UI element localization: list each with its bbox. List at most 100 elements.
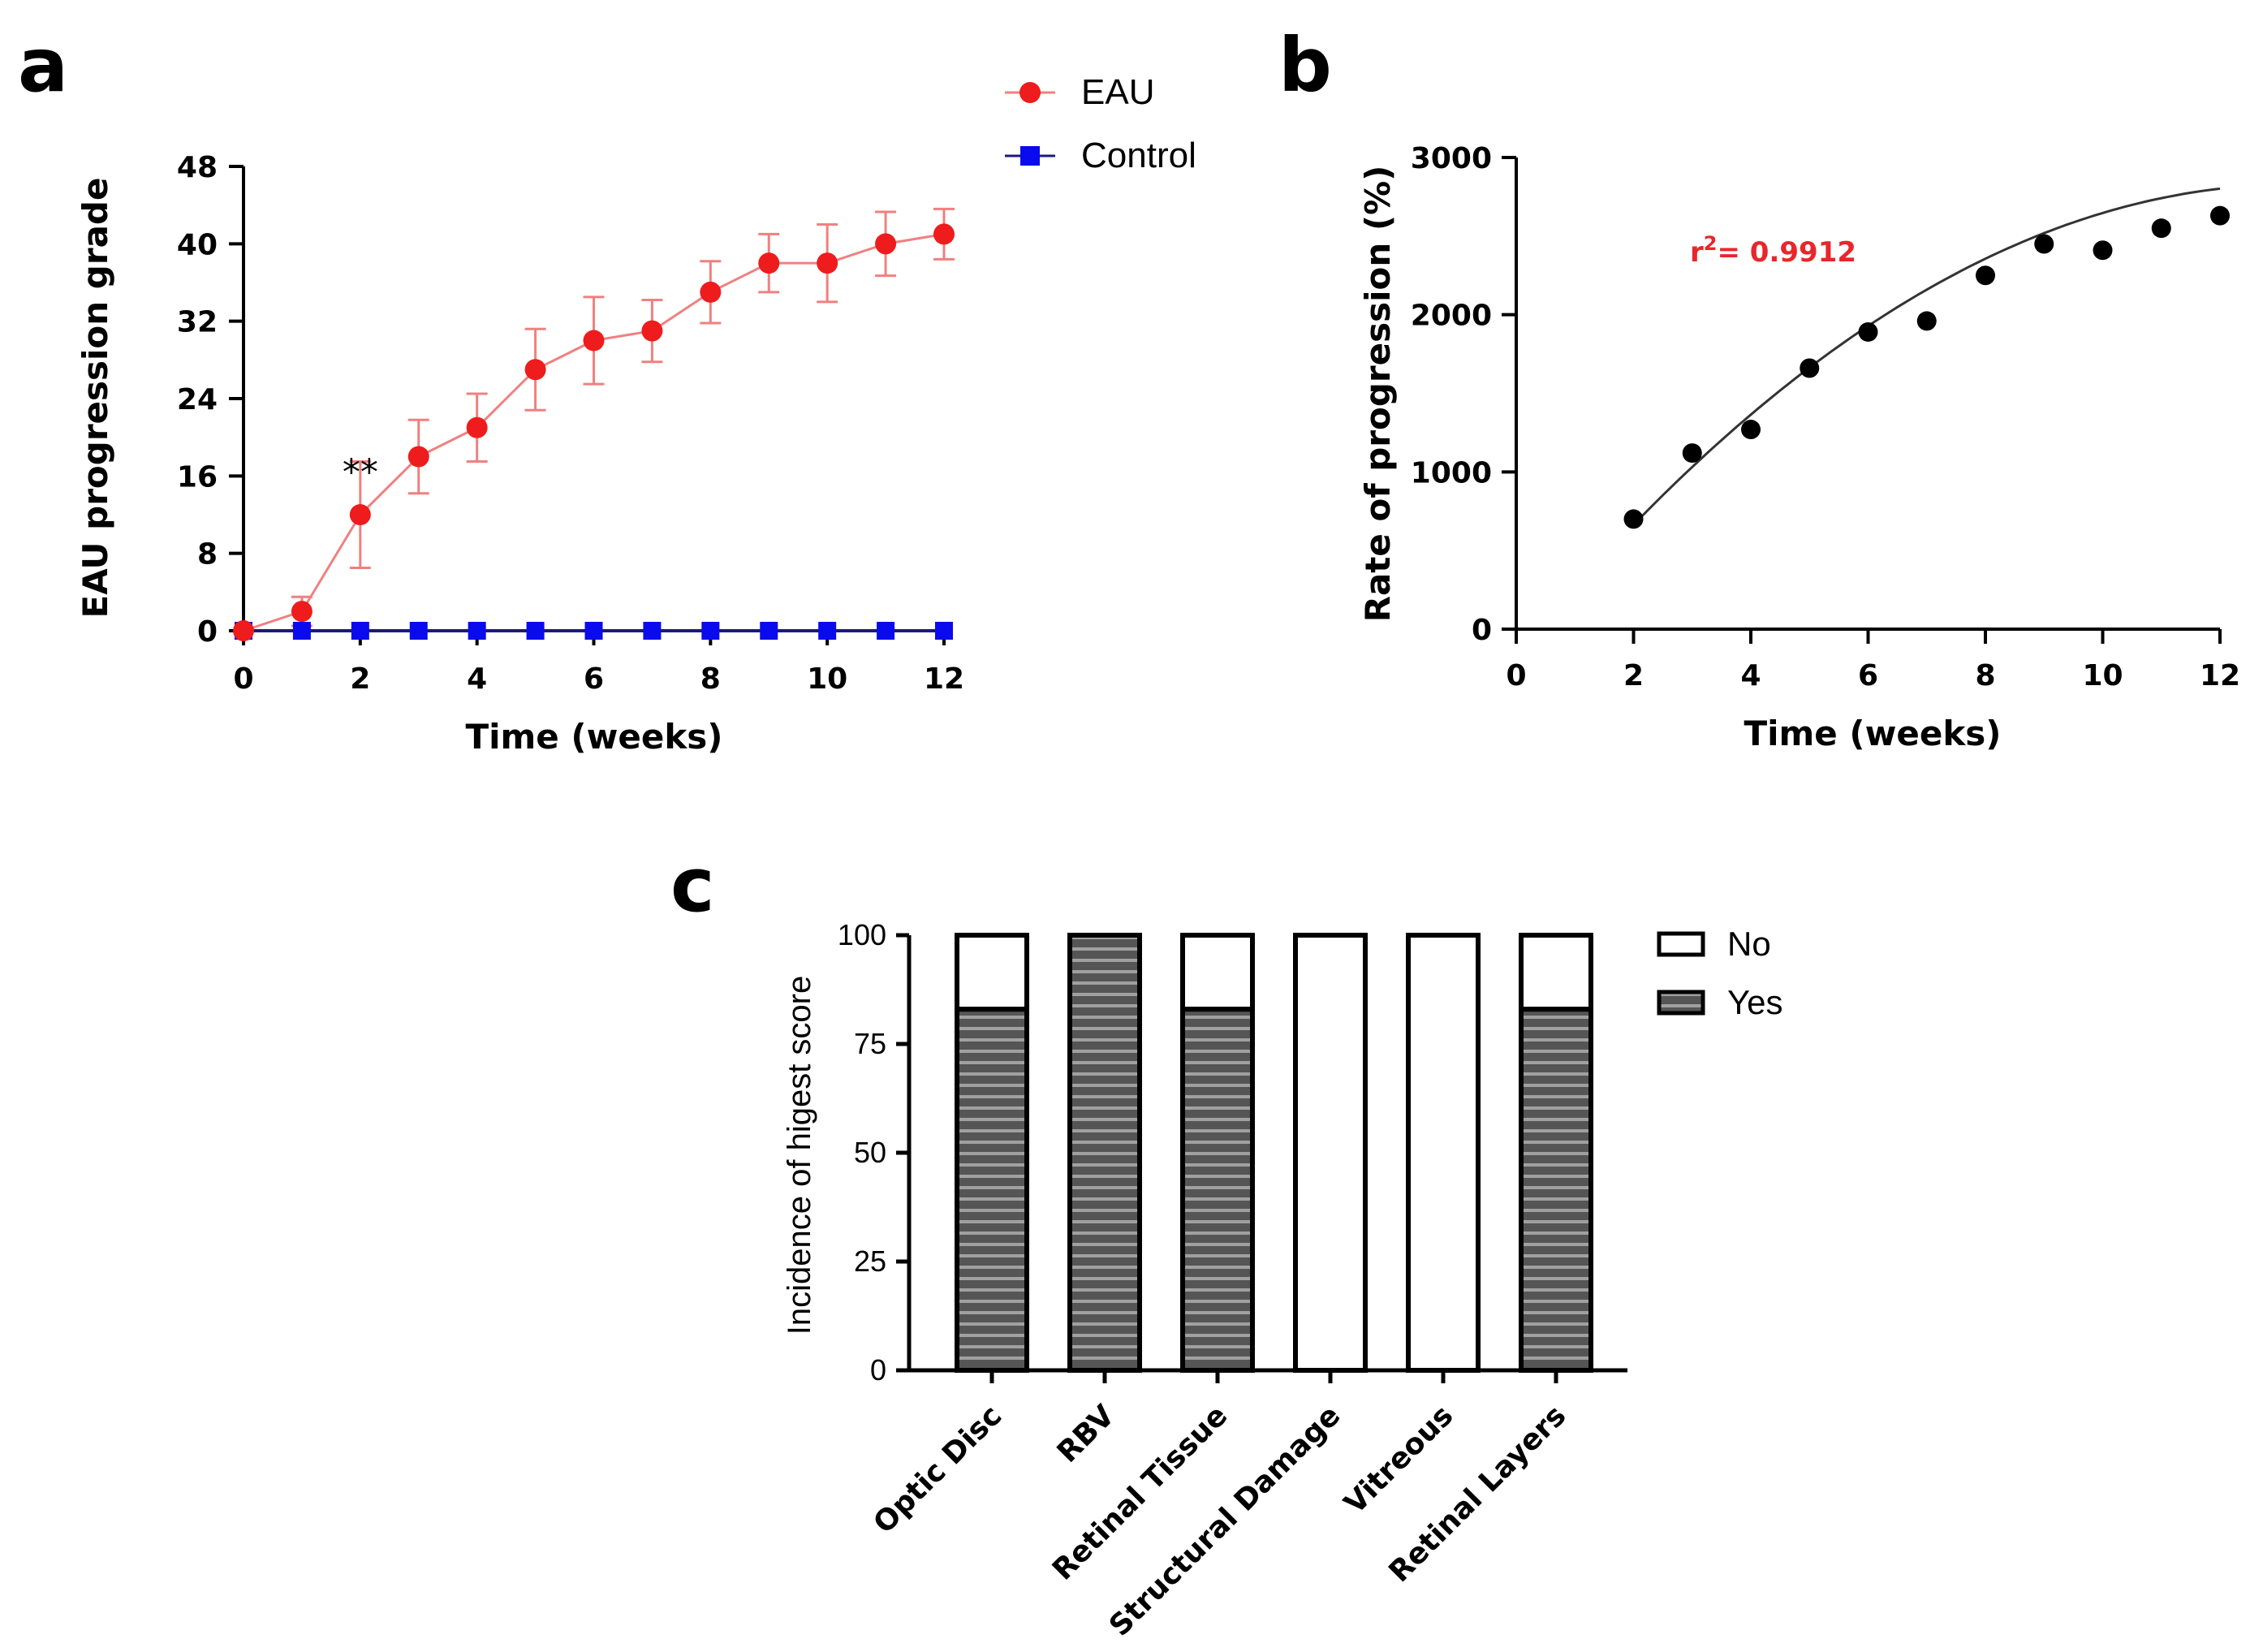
panel-a-x-tick-label: 8: [700, 662, 721, 696]
panel-a-series-lines: [243, 232, 945, 632]
panel-a-x-tick-label: 12: [924, 662, 964, 696]
r-squared-annotation: r2= 0.9912: [1690, 232, 1856, 269]
legend-control-label: Control: [1081, 136, 1196, 175]
panel-b-y-tick-labels: 0 1000 2000 3000: [1411, 142, 1492, 647]
panel-b-point: [1976, 265, 1995, 286]
panel-a-y-tick-label: 40: [177, 228, 218, 261]
legend-control-marker: [1020, 146, 1040, 166]
panel-b-y-tick-label: 2000: [1411, 300, 1492, 333]
eau-point: [349, 504, 371, 525]
panel-a-y-tick-label: 48: [177, 151, 218, 184]
panel-c-category-label: Structural Damage: [1103, 1399, 1347, 1642]
eau-point: [641, 320, 663, 342]
control-point: [760, 622, 778, 640]
legend-no-label: No: [1727, 925, 1771, 963]
panel-a-x-tick-label: 6: [584, 662, 604, 696]
panel-b-point: [2151, 218, 2171, 239]
panel-b-point: [1858, 321, 1878, 342]
panel-a-y-tick-label: 24: [177, 383, 218, 416]
panel-b-x-tick-label: 0: [1506, 659, 1526, 692]
panel-a-y-tick-labels: 0 8 16 24 32 40 48: [177, 151, 218, 649]
panel-c-axes: [896, 933, 1627, 1383]
panel-c-category-label: RBV: [1051, 1399, 1122, 1469]
control-point: [292, 622, 311, 640]
control-point: [877, 622, 895, 640]
panel-b-axes: [1502, 156, 2222, 644]
panel-b: b 0 1000 2000 3000 0 2 4 6 8 10 12 Rate of progre…: [1278, 22, 2240, 753]
legend-no-swatch: [1657, 931, 1705, 957]
panel-a-y-tick-label: 32: [177, 306, 218, 339]
panel-b-point: [1916, 311, 1937, 331]
panel-c-y-tick-label: 50: [854, 1136, 886, 1169]
panel-b-fit-curve: [1632, 187, 2221, 526]
panel-c-y-tick-label: 100: [838, 918, 886, 951]
eau-point: [583, 330, 605, 352]
panel-b-point: [1800, 358, 1820, 378]
panel-b-y-tick-label: 1000: [1411, 456, 1492, 490]
control-point: [468, 622, 486, 640]
bar-no: [1293, 933, 1368, 1373]
panel-b-x-tick-label: 4: [1740, 659, 1761, 692]
panel-b-point: [2210, 205, 2230, 226]
eau-point: [700, 281, 722, 303]
control-point: [643, 622, 662, 640]
eau-point: [291, 601, 313, 623]
panel-a-y-tick-label: 8: [197, 538, 218, 572]
legend-yes-label: Yes: [1727, 983, 1783, 1021]
bar-no: [955, 933, 1029, 1012]
control-point: [935, 622, 953, 640]
panel-b-point: [1682, 443, 1702, 464]
panel-c-y-tick-label: 0: [870, 1353, 886, 1387]
panel-a-x-tick-label: 10: [807, 662, 847, 696]
panel-a-axes: [229, 165, 946, 645]
panel-b-y-axis-title: Rate of progression (%): [1358, 166, 1398, 623]
eau-point: [466, 416, 488, 438]
panel-a-x-axis-title: Time (weeks): [465, 717, 722, 757]
panel-c-bars: [955, 933, 1593, 1373]
panel-a: a 0 8 16 24 32 40 48 0 2 4 6 8 10 12 EAU progression…: [18, 22, 1196, 757]
panel-a-markers: [233, 223, 955, 641]
panel-c-legend: No Yes: [1657, 925, 1783, 1021]
panel-b-point: [1741, 420, 1761, 440]
eau-point: [875, 233, 897, 255]
panel-a-error-bars: [291, 207, 955, 628]
panel-a-y-tick-label: 0: [197, 615, 218, 649]
panel-b-x-tick-label: 12: [2200, 659, 2240, 692]
panel-b-point: [1623, 509, 1644, 529]
panel-b-point: [2034, 234, 2054, 254]
control-point: [351, 622, 369, 640]
control-point: [409, 622, 428, 640]
panel-a-y-tick-label: 16: [177, 460, 218, 494]
panel-b-y-tick-label: 0: [1472, 614, 1492, 647]
legend-eau-label: EAU: [1081, 72, 1154, 112]
control-point: [584, 622, 603, 640]
legend-eau-marker: [1019, 82, 1041, 103]
eau-series-line: [243, 232, 945, 632]
panel-a-x-tick-label: 4: [467, 662, 487, 696]
panel-a-x-tick-label: 0: [233, 662, 253, 696]
panel-a-label: a: [18, 22, 68, 109]
panel-c-label: c: [670, 842, 715, 929]
bar-no: [1406, 933, 1481, 1373]
panel-b-y-tick-label: 3000: [1411, 142, 1492, 175]
significance-annotation: **: [343, 452, 378, 494]
eau-point: [817, 252, 838, 274]
eau-point: [524, 359, 546, 381]
panel-b-x-tick-label: 10: [2082, 659, 2123, 692]
panel-b-x-axis-title: Time (weeks): [1744, 714, 2001, 753]
panel-a-y-axis-title: EAU progression grade: [75, 178, 115, 619]
panel-c-y-axis-title: Incidence of higest score: [782, 976, 817, 1335]
panel-b-x-tick-label: 8: [1975, 659, 1995, 692]
panel-b-x-tick-labels: 0 2 4 6 8 10 12: [1506, 659, 2240, 692]
panel-c-y-tick-labels: 0 25 50 75 100: [838, 918, 886, 1387]
bar-yes: [1067, 933, 1142, 1373]
panel-b-point: [2093, 240, 2113, 261]
panel-b-label: b: [1278, 22, 1332, 109]
bar-yes: [955, 1007, 1029, 1373]
control-point: [818, 622, 837, 640]
panel-c-category-label: Optic Disc: [868, 1399, 1009, 1540]
bar-no: [1180, 933, 1255, 1012]
